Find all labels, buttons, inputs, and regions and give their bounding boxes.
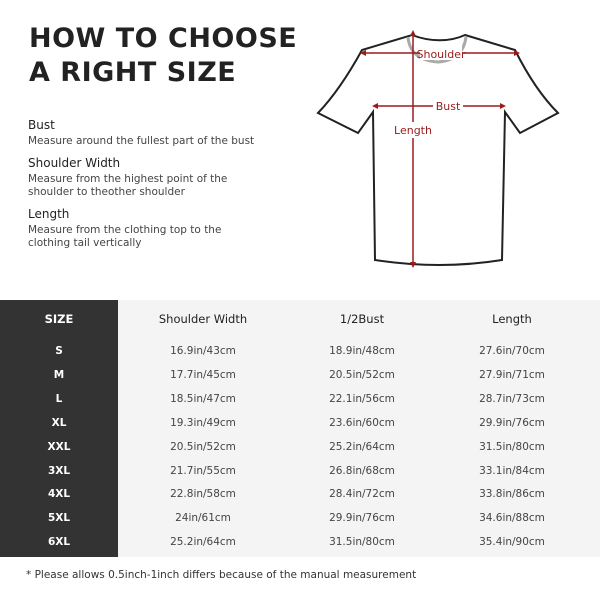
header-size: SIZE: [44, 312, 74, 326]
measurement-cell: 25.2in/64cm: [329, 440, 395, 453]
size-cell: M: [53, 368, 65, 381]
page-title: HOW TO CHOOSE A RIGHT SIZE: [29, 22, 297, 90]
table-row: XL 19.3in/49cm 23.6in/60cm 29.9in/76cm: [0, 414, 600, 434]
definition-term: Bust: [28, 118, 55, 132]
tshirt-outline: [316, 33, 560, 266]
measurement-cell: 25.2in/64cm: [170, 536, 236, 549]
measurement-cell: 16.9in/43cm: [170, 345, 236, 357]
size-column-background: [0, 300, 118, 557]
measurement-cell: 24in/61cm: [175, 512, 231, 525]
definition-length: Length Measure from the clothing top to …: [28, 207, 288, 250]
definition-desc: Measure from the clothing top to the clo…: [28, 224, 222, 249]
measurement-cell: 23.6in/60cm: [329, 416, 395, 429]
size-cell: XL: [51, 416, 67, 429]
definition-bust: Bust Measure around the fullest part of …: [28, 118, 288, 148]
size-table: SIZE Shoulder Width 1/2Bust Length S 16.9…: [0, 300, 600, 557]
measurement-definitions: Bust Measure around the fullest part of …: [28, 118, 288, 258]
measurement-note: * Please allows 0.5inch-1inch differs be…: [26, 569, 417, 581]
measurement-cell: 29.9in/76cm: [329, 512, 395, 525]
length-label: Length: [394, 124, 432, 137]
measurement-cell: 35.4in/90cm: [479, 536, 545, 549]
table-row: 3XL 21.7in/55cm 26.8in/68cm 33.1in/84cm: [0, 462, 600, 482]
measurement-cell: 20.5in/52cm: [170, 440, 236, 453]
measurement-cell: 27.6in/70cm: [479, 345, 545, 357]
table-row: XXL 20.5in/52cm 25.2in/64cm 31.5in/80cm: [0, 438, 600, 458]
size-cell: L: [55, 392, 63, 405]
measurement-cell: 33.1in/84cm: [479, 464, 545, 477]
measurement-cell: 18.9in/48cm: [329, 345, 395, 357]
measurement-cell: 17.7in/45cm: [170, 368, 236, 381]
size-cell: 3XL: [47, 464, 71, 477]
table-row: 4XL 22.8in/58cm 28.4in/72cm 33.8in/86cm: [0, 485, 600, 505]
definition-shoulder: Shoulder Width Measure from the highest …: [28, 156, 288, 199]
definition-desc: Measure around the fullest part of the b…: [28, 135, 255, 147]
measurement-cell: 21.7in/55cm: [170, 464, 236, 477]
size-cell: 6XL: [47, 536, 71, 549]
table-header: SIZE Shoulder Width 1/2Bust Length: [0, 309, 600, 329]
definition-term: Shoulder Width: [28, 156, 121, 170]
measurement-cell: 27.9in/71cm: [479, 368, 545, 381]
definition-desc: Measure from the highest point of the sh…: [28, 173, 228, 198]
table-row: S 16.9in/43cm 18.9in/48cm 27.6in/70cm: [0, 342, 600, 362]
measurement-cell: 18.5in/47cm: [170, 392, 236, 405]
measurement-cell: 31.5in/80cm: [329, 536, 395, 549]
measurement-cell: 22.1in/56cm: [329, 392, 395, 405]
measurement-cell: 29.9in/76cm: [479, 416, 545, 429]
header-length: Length: [492, 312, 532, 326]
measurement-cell: 26.8in/68cm: [329, 464, 395, 477]
measurement-cell: 22.8in/58cm: [170, 488, 236, 501]
table-row: L 18.5in/47cm 22.1in/56cm 28.7in/73cm: [0, 390, 600, 410]
title-line-1: HOW TO CHOOSE: [29, 23, 298, 54]
bust-label: Bust: [436, 100, 461, 113]
measurement-cell: 34.6in/88cm: [479, 512, 545, 525]
table-row: 5XL 24in/61cm 29.9in/76cm 34.6in/88cm: [0, 509, 600, 529]
title-line-2: A RIGHT SIZE: [29, 57, 237, 88]
tshirt-diagram: Shoulder Bust Length: [316, 30, 560, 268]
size-cell: XXL: [47, 440, 71, 453]
shoulder-label: Shoulder: [417, 48, 466, 61]
table-row: 6XL 25.2in/64cm 31.5in/80cm 35.4in/90cm: [0, 533, 600, 553]
header-shoulder: Shoulder Width: [158, 312, 248, 326]
measurement-cell: 28.4in/72cm: [329, 488, 395, 501]
measurement-cell: 28.7in/73cm: [479, 392, 545, 405]
measurement-cell: 31.5in/80cm: [479, 440, 545, 453]
measurement-cell: 20.5in/52cm: [329, 368, 395, 381]
size-cell: 4XL: [47, 488, 71, 501]
size-cell: 5XL: [47, 512, 71, 525]
size-cell: S: [55, 345, 63, 357]
definition-term: Length: [28, 207, 70, 221]
table-row: M 17.7in/45cm 20.5in/52cm 27.9in/71cm: [0, 366, 600, 386]
measurement-cell: 33.8in/86cm: [479, 488, 545, 501]
measurement-cell: 19.3in/49cm: [170, 416, 236, 429]
header-bust: 1/2Bust: [339, 312, 385, 326]
